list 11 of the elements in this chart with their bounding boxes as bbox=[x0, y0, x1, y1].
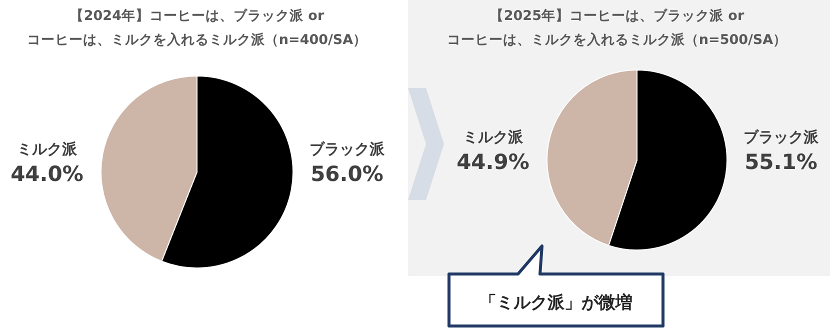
slice-label: ブラック派 bbox=[310, 140, 386, 158]
chart-title: 【2024年】コーヒーは、ブラック派 or コーヒーは、ミルクを入れるミルク派（n=400/SA） bbox=[26, 7, 368, 48]
data-label: 44.0% bbox=[10, 162, 84, 186]
data-label: 55.1% bbox=[744, 150, 818, 174]
slice-label: ブラック派 bbox=[744, 128, 820, 146]
slice-label: ミルク派 bbox=[17, 140, 78, 158]
data-label: 44.9% bbox=[456, 150, 530, 174]
slice-label: ミルク派 bbox=[463, 128, 524, 146]
text: 「ミルク派」が微増 bbox=[480, 292, 632, 313]
chart-title: 【2025年】コーヒーは、ブラック派 or コーヒーは、ミルクを入れるミルク派（n=500/SA） bbox=[446, 7, 788, 48]
data-label: 56.0% bbox=[310, 162, 384, 186]
